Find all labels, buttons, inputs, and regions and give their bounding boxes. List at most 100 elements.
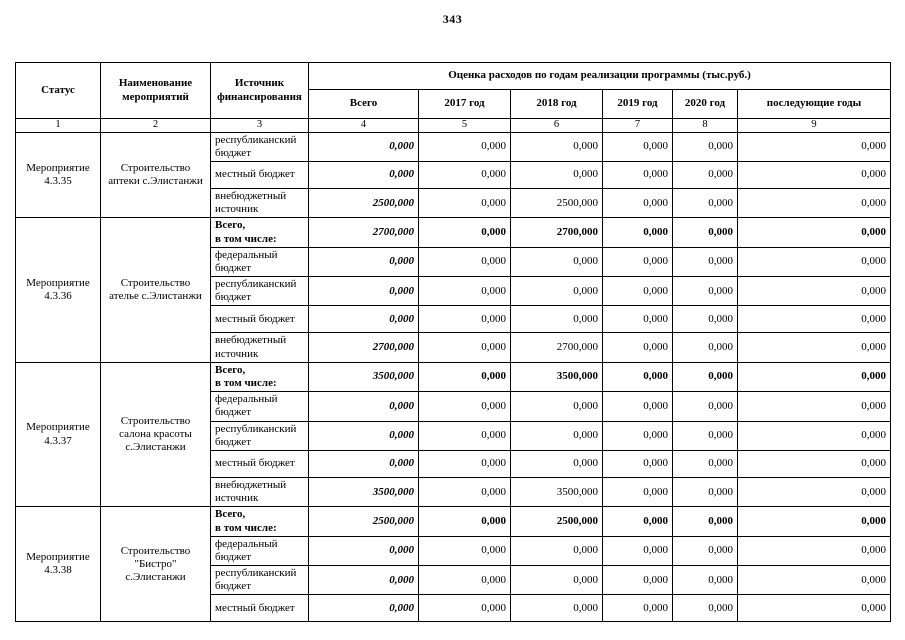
- table-header: Статус Наименование мероприятий Источник…: [15, 62, 892, 133]
- value-cell: 3500,000: [510, 361, 603, 393]
- value-cell: 0,000: [418, 160, 511, 189]
- value-cell: 0,000: [672, 217, 738, 248]
- value-cell: 0,000: [510, 160, 603, 189]
- status-cell: Мероприятие 4.3.37: [15, 361, 101, 508]
- value-cell: 0,000: [510, 305, 603, 334]
- table-row: республиканский бюджет 0,000 0,000 0,000 0,0…: [16, 565, 892, 596]
- header-subsequent-years: последующие годы: [736, 89, 892, 119]
- value-cell: 0,000: [736, 276, 892, 307]
- value-cell: 3500,000: [510, 476, 603, 508]
- source-cell: местный бюджет: [210, 305, 309, 334]
- value-cell: 0,000: [418, 476, 511, 508]
- value-total-cell: 0,000: [308, 160, 419, 189]
- col-num: 7: [602, 118, 673, 133]
- name-cell: Строительство ателье с.Элистанжи: [100, 217, 211, 363]
- col-num: 3: [210, 118, 309, 133]
- budget-table: Статус Наименование мероприятий Источник…: [15, 62, 892, 623]
- value-cell: 0,000: [418, 420, 511, 451]
- table-row: федеральный бюджет 0,000 0,000 0,000 0,000 0,…: [16, 246, 892, 278]
- table-row: федеральный бюджет 0,000 0,000 0,000 0,000 0,…: [16, 535, 892, 567]
- value-cell: 0,000: [510, 535, 603, 567]
- col-num: 5: [418, 118, 511, 133]
- value-cell: 0,000: [418, 305, 511, 334]
- value-cell: 0,000: [602, 506, 673, 537]
- source-cell: федеральный бюджет: [210, 246, 309, 278]
- value-cell: 0,000: [418, 391, 511, 422]
- value-total-cell: 0,000: [308, 276, 419, 307]
- value-cell: 0,000: [672, 391, 738, 422]
- value-cell: 0,000: [602, 391, 673, 422]
- value-cell: 0,000: [672, 420, 738, 451]
- value-total-cell: 2500,000: [308, 506, 419, 537]
- source-cell: республиканский бюджет: [210, 276, 309, 307]
- value-cell: 0,000: [418, 217, 511, 248]
- value-cell: 0,000: [672, 594, 738, 623]
- col-num: 1: [15, 118, 101, 133]
- value-cell: 0,000: [418, 187, 511, 219]
- source-cell: местный бюджет: [210, 449, 309, 478]
- source-cell: внебюджетный источник: [210, 476, 309, 508]
- value-total-cell: 0,000: [308, 246, 419, 278]
- value-cell: 0,000: [736, 506, 892, 537]
- col-num: 8: [672, 118, 738, 133]
- value-cell: 0,000: [602, 246, 673, 278]
- header-2020: 2020 год: [672, 89, 738, 119]
- name-cell: Строительство аптеки с.Элистанжи: [100, 131, 211, 219]
- value-cell: 0,000: [672, 535, 738, 567]
- name-cell: Строительство "Бистро" с.Элистанжи: [100, 506, 211, 623]
- table-row: федеральный бюджет 0,000 0,000 0,000 0,000 0,…: [16, 391, 892, 422]
- value-cell: 0,000: [418, 332, 511, 363]
- value-cell: 0,000: [672, 187, 738, 219]
- value-total-cell: 0,000: [308, 305, 419, 334]
- value-cell: 0,000: [602, 217, 673, 248]
- value-cell: 0,000: [736, 131, 892, 162]
- source-cell: Всего, в том числе:: [210, 217, 309, 248]
- value-cell: 0,000: [418, 361, 511, 393]
- value-cell: 0,000: [736, 160, 892, 189]
- value-cell: 0,000: [418, 506, 511, 537]
- source-cell: Всего, в том числе:: [210, 506, 309, 537]
- value-cell: 0,000: [736, 535, 892, 567]
- value-total-cell: 0,000: [308, 131, 419, 162]
- value-cell: 0,000: [418, 565, 511, 596]
- header-2018: 2018 год: [510, 89, 603, 119]
- table-row: внебюджетный источник 2700,000 0,000 2700,0…: [16, 332, 892, 363]
- value-cell: 0,000: [602, 332, 673, 363]
- value-cell: 0,000: [418, 246, 511, 278]
- header-status: Статус: [15, 62, 101, 119]
- value-total-cell: 3500,000: [308, 361, 419, 393]
- table-row: местный бюджет 0,000 0,000 0,000 0,000 0,000 0…: [16, 594, 892, 623]
- value-cell: 0,000: [736, 565, 892, 596]
- status-cell: Мероприятие 4.3.36: [15, 217, 101, 363]
- value-cell: 0,000: [672, 506, 738, 537]
- value-cell: 0,000: [510, 449, 603, 478]
- value-cell: 0,000: [672, 276, 738, 307]
- col-num: 9: [736, 118, 892, 133]
- value-cell: 0,000: [672, 305, 738, 334]
- table-row: Мероприятие 4.3.36 Строительство ателье с…: [15, 217, 892, 363]
- source-cell: местный бюджет: [210, 160, 309, 189]
- table-row: внебюджетный источник 3500,000 0,000 3500,0…: [16, 476, 892, 508]
- col-num: 6: [510, 118, 603, 133]
- value-cell: 0,000: [602, 305, 673, 334]
- value-cell: 0,000: [736, 187, 892, 219]
- header-2017: 2017 год: [418, 89, 511, 119]
- page-number: 343: [442, 12, 463, 26]
- header-name: Наименование мероприятий: [100, 62, 211, 119]
- value-cell: 0,000: [736, 332, 892, 363]
- value-cell: 2500,000: [510, 187, 603, 219]
- value-cell: 0,000: [418, 276, 511, 307]
- value-cell: 0,000: [418, 131, 511, 162]
- status-cell: Мероприятие 4.3.38: [15, 506, 101, 623]
- value-cell: 0,000: [602, 160, 673, 189]
- value-cell: 0,000: [736, 246, 892, 278]
- value-cell: 0,000: [672, 565, 738, 596]
- value-cell: 0,000: [602, 565, 673, 596]
- value-cell: 0,000: [602, 449, 673, 478]
- value-total-cell: 0,000: [308, 535, 419, 567]
- value-cell: 0,000: [602, 187, 673, 219]
- value-cell: 2700,000: [510, 217, 603, 248]
- value-cell: 0,000: [602, 594, 673, 623]
- table-row: республиканский бюджет 0,000 0,000 0,000 0,0…: [16, 420, 892, 451]
- header-source: Источник финансирования: [210, 62, 309, 119]
